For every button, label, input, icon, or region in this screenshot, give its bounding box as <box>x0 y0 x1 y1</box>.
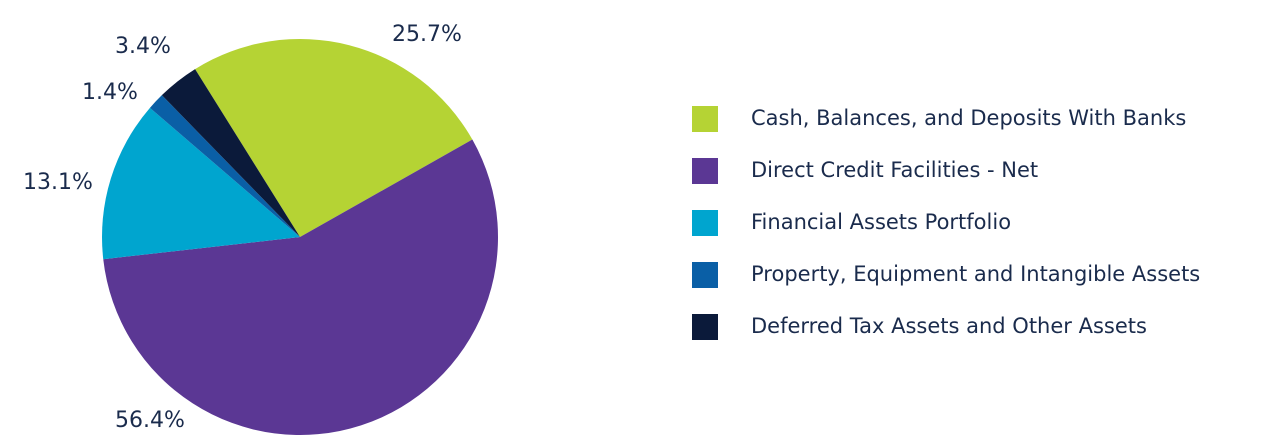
data-label: 13.1% <box>23 170 93 195</box>
pie-slice <box>161 69 300 237</box>
legend-swatch <box>692 262 718 288</box>
legend-swatch <box>692 314 718 340</box>
pie-slice <box>103 139 498 435</box>
data-label: 56.4% <box>115 408 185 433</box>
legend-label: Financial Assets Portfolio <box>751 210 1011 234</box>
legend-label: Direct Credit Facilities - Net <box>751 158 1038 182</box>
pie-slice <box>195 39 473 238</box>
legend-swatch <box>692 210 718 236</box>
pie-slice <box>101 107 300 260</box>
legend-swatch <box>692 158 718 184</box>
legend-label: Deferred Tax Assets and Other Assets <box>751 314 1147 338</box>
pie-slice <box>149 95 300 237</box>
data-label: 1.4% <box>82 80 138 105</box>
legend-swatch <box>692 106 718 132</box>
data-label: 3.4% <box>115 34 171 59</box>
data-label: 25.7% <box>392 22 462 47</box>
legend-label: Property, Equipment and Intangible Asset… <box>751 262 1200 286</box>
legend-label: Cash, Balances, and Deposits With Banks <box>751 106 1186 130</box>
